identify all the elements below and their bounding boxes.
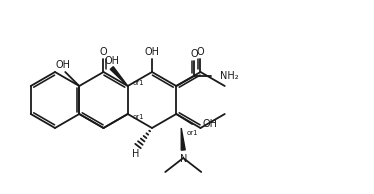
Text: H: H (132, 149, 140, 159)
Text: NH₂: NH₂ (220, 71, 239, 81)
Polygon shape (110, 67, 128, 86)
Text: or1: or1 (133, 114, 144, 120)
Text: O: O (197, 47, 204, 57)
Polygon shape (181, 128, 185, 150)
Text: or1: or1 (187, 130, 198, 136)
Text: OH: OH (144, 47, 159, 57)
Text: OH: OH (56, 60, 71, 70)
Text: O: O (100, 47, 107, 57)
Text: O: O (190, 49, 198, 59)
Text: OH: OH (202, 119, 217, 129)
Text: N: N (180, 154, 187, 164)
Text: or1: or1 (133, 80, 144, 86)
Text: OH: OH (104, 56, 119, 66)
